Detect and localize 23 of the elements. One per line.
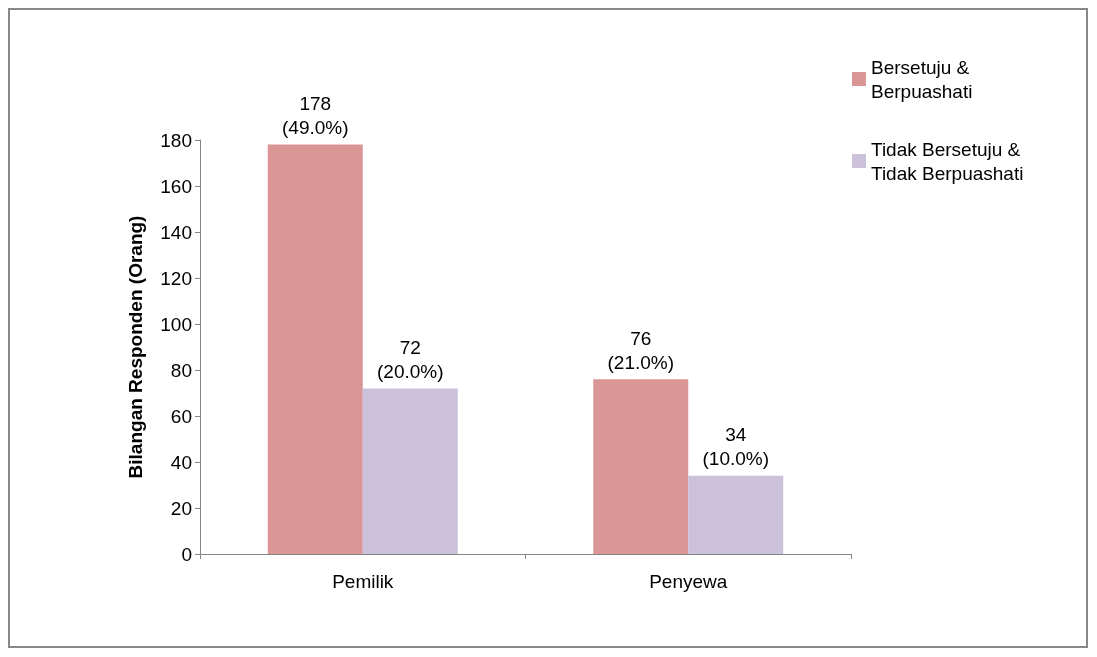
legend-label: Bersetuju & Berpuashati [871, 56, 975, 102]
y-tick-label: 160 [160, 175, 192, 197]
data-label: 76 (21.0%) [607, 327, 675, 373]
bar [688, 475, 784, 554]
data-label: 34 (10.0%) [702, 424, 770, 470]
y-tick-label: 80 [170, 359, 192, 381]
y-tick-label: 40 [170, 451, 192, 473]
y-tick-label: 20 [170, 497, 192, 519]
y-tick-label: 0 [181, 543, 192, 565]
y-tick-label: 60 [170, 405, 192, 427]
y-axis-title: Bilangan Responden (Orang) [125, 215, 146, 479]
x-tick-label: Pemilik [332, 571, 394, 592]
bar [267, 144, 363, 554]
legend-label: Tidak Bersetuju & Tidak Berpuashati [871, 138, 1026, 184]
x-tick-label: Penyewa [649, 571, 728, 592]
data-label: 72 (20.0%) [376, 336, 444, 382]
bar [362, 388, 458, 554]
data-label: 178 (49.0%) [281, 93, 349, 139]
y-tick-label: 140 [160, 221, 192, 243]
y-tick-label: 100 [160, 313, 192, 335]
bar [593, 379, 689, 554]
y-tick-label: 180 [160, 129, 192, 151]
y-tick-label: 120 [160, 267, 192, 289]
